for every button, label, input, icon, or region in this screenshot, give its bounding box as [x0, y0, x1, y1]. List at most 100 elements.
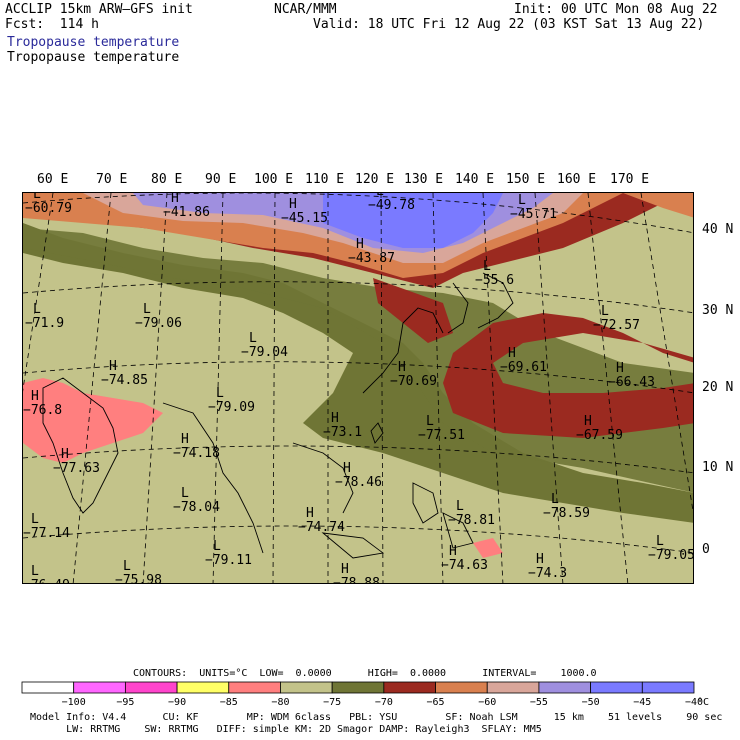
- field-band-minus70-minus65: [23, 193, 693, 438]
- low-marker: L: [33, 302, 41, 317]
- extremum-value: −79.05: [648, 548, 694, 563]
- longitude-label: 150 E: [506, 172, 546, 187]
- extremum-value: −77.51: [418, 428, 465, 443]
- high-marker: H: [109, 359, 117, 374]
- longitude-label: 70 E: [96, 172, 128, 187]
- colorbar-tick-label: −45: [633, 697, 651, 708]
- field-band-pink-patch: [473, 538, 503, 558]
- extremum-value: −78.04: [173, 500, 220, 515]
- colorbar-swatch: [590, 681, 643, 694]
- extremum-value: −74.63: [441, 558, 488, 573]
- colorbar-swatch: [73, 681, 126, 694]
- field-band-orange-ne: [623, 193, 693, 218]
- forecast-hour: Fcst: 114 h: [5, 17, 99, 32]
- extremum-value: −77.63: [53, 461, 100, 476]
- extremum-value: −67.59: [576, 428, 623, 443]
- extremum-value: −41.86: [163, 205, 210, 220]
- colorbar-tick-label: −70: [375, 697, 393, 708]
- init-time: Init: 00 UTC Mon 08 Aug 22: [514, 2, 718, 17]
- colorbar-tick-label: −60: [478, 697, 496, 708]
- low-marker: L: [551, 492, 559, 507]
- valid-time: Valid: 18 UTC Fri 12 Aug 22 (03 KST Sat …: [313, 17, 705, 32]
- center-label: NCAR/MMM: [274, 2, 337, 17]
- colorbar-swatch: [280, 681, 333, 694]
- low-marker: L: [181, 486, 189, 501]
- low-marker: L: [376, 193, 384, 199]
- low-marker: L: [518, 193, 526, 208]
- extremum-value: −74.3: [528, 566, 568, 581]
- colorbar-swatch: [228, 681, 281, 694]
- extremum-value: −74.74: [298, 520, 345, 535]
- colorbar-swatch: [486, 681, 540, 694]
- extremum-value: −79.11: [205, 553, 252, 568]
- low-marker: L: [31, 564, 39, 579]
- extremum-value: −78.81: [448, 513, 495, 528]
- map-field: [23, 193, 693, 583]
- low-marker: L: [656, 534, 664, 549]
- high-marker: H: [449, 544, 457, 559]
- colorbar-swatch: [435, 681, 488, 694]
- extremum-value: −70.69: [390, 374, 437, 389]
- extremum-value: −60.79: [25, 201, 72, 216]
- extremum-value: −66.43: [608, 375, 655, 390]
- extremum-value: −78.88: [333, 576, 380, 584]
- longitude-label: 130 E: [404, 172, 444, 187]
- longitude-label: 120 E: [355, 172, 395, 187]
- high-marker: H: [584, 414, 592, 429]
- extremum-value: −78.46: [335, 475, 382, 490]
- field-band-minus75-minus70: [23, 223, 693, 523]
- high-marker: H: [356, 237, 364, 252]
- colorbar-swatch: [176, 681, 230, 694]
- colorbar-swatch: [538, 681, 592, 694]
- extremum-value: −76.49: [23, 578, 70, 583]
- latitude-label: 0: [702, 542, 710, 557]
- colorbar-swatch: [124, 681, 178, 694]
- colorbar-tick-label: −40: [685, 697, 703, 708]
- colorbar-tick-label: −100: [62, 697, 86, 708]
- model-title: ACCLIP 15km ARW–GFS init: [5, 2, 193, 17]
- extremum-value: −75.98: [115, 573, 162, 584]
- extremum-value: −55.6: [475, 273, 515, 288]
- low-marker: L: [456, 499, 464, 514]
- colorbar-tick-label: −50: [582, 697, 600, 708]
- high-marker: H: [341, 562, 349, 577]
- longitude-label: 160 E: [557, 172, 597, 187]
- longitude-label: 170 E: [610, 172, 650, 187]
- high-marker: H: [398, 360, 406, 375]
- field-band-red-korea: [373, 278, 453, 343]
- high-marker: H: [331, 411, 339, 426]
- coastlines: [42, 272, 514, 559]
- high-marker: H: [289, 197, 297, 212]
- longitude-label: 140 E: [455, 172, 495, 187]
- extremum-value: −78.59: [543, 506, 590, 521]
- extremum-value: −77.14: [23, 526, 70, 541]
- extremum-value: −74.18: [173, 446, 220, 461]
- extremum-value: −79.04: [241, 345, 288, 360]
- colorbar-tick-label: −65: [427, 697, 445, 708]
- low-marker: L: [483, 259, 491, 274]
- high-marker: H: [343, 461, 351, 476]
- low-marker: L: [123, 559, 131, 574]
- longitude-label: 90 E: [205, 172, 237, 187]
- colorbar: −100 −95 −90 −85 −80 −75 −70 −65 −60 −55 −50 −45 −40…: [21, 681, 709, 708]
- latitude-label: 20 N: [702, 380, 734, 395]
- extremum-value: −43.87: [348, 251, 395, 266]
- colorbar-swatch: [331, 681, 385, 694]
- longitude-label: 110 E: [305, 172, 345, 187]
- colorbar-swatch: [383, 681, 436, 694]
- graticule: [23, 193, 693, 583]
- colorbar-swatch: [641, 681, 695, 694]
- field-title-blue: Tropopause temperature: [7, 35, 180, 50]
- extremum-value: −49.78: [368, 198, 415, 213]
- model-info-line1: Model Info: V4.4 CU: KF MP: WDM 6class P…: [30, 712, 723, 723]
- longitude-label: 100 E: [254, 172, 294, 187]
- low-marker: L: [601, 304, 609, 319]
- extremum-value: −76.8: [23, 403, 63, 418]
- high-marker: H: [508, 346, 516, 361]
- low-marker: L: [213, 539, 221, 554]
- extremum-value: −74.85: [101, 373, 148, 388]
- extremum-value: −73.1: [323, 425, 363, 440]
- low-marker: L: [216, 386, 224, 401]
- high-marker: H: [61, 447, 69, 462]
- low-marker: L: [249, 331, 257, 346]
